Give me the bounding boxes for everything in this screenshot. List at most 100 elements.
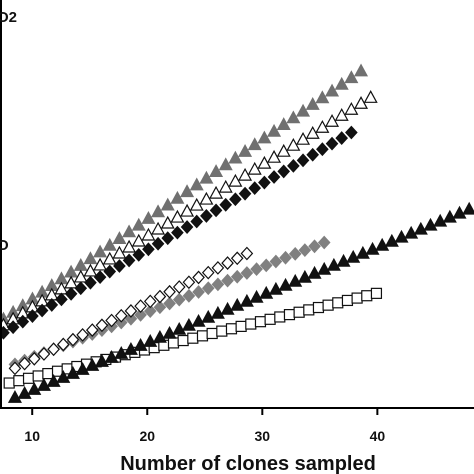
data-point (370, 287, 383, 299)
data-point (259, 285, 274, 299)
data-point (269, 254, 283, 269)
data-point (268, 281, 283, 295)
data-point (189, 177, 204, 191)
data-point (22, 372, 35, 384)
data-point (114, 308, 128, 323)
data-point (206, 327, 218, 340)
data-point (134, 299, 147, 314)
data-point (228, 150, 243, 164)
data-point (278, 277, 293, 291)
data-point (113, 259, 126, 273)
data-point (85, 323, 99, 337)
data-point (361, 290, 373, 302)
data-point (254, 316, 267, 328)
data-point (230, 251, 244, 266)
data-point (192, 285, 205, 299)
data-point (344, 70, 359, 84)
data-point (279, 250, 292, 265)
data-point (211, 260, 225, 275)
data-point (235, 320, 247, 333)
data-point (152, 329, 167, 343)
x-tick-label: 30 (255, 428, 271, 444)
data-point (64, 264, 79, 278)
data-point (307, 265, 322, 279)
data-point (32, 370, 44, 382)
data-point (103, 264, 117, 279)
data-point (18, 356, 31, 371)
data-point (37, 347, 51, 361)
data-point (332, 297, 344, 309)
data-point (172, 292, 186, 307)
data-point (114, 345, 129, 359)
data-point (325, 83, 340, 97)
data-point (225, 323, 238, 335)
data-point (55, 292, 68, 307)
data-point (85, 357, 100, 371)
data-point (151, 204, 166, 218)
data-point (247, 137, 262, 151)
data-point (221, 273, 234, 288)
data-point (177, 334, 189, 347)
data-point (293, 306, 305, 318)
data-point (229, 192, 242, 207)
data-point (3, 377, 15, 389)
data-point (56, 370, 71, 383)
data-point (199, 170, 214, 184)
series-1 (0, 90, 378, 331)
data-point (141, 211, 156, 224)
data-point (122, 253, 136, 268)
data-point (191, 313, 206, 327)
data-point (163, 296, 176, 311)
data-point (160, 197, 175, 211)
data-point (384, 233, 399, 247)
data-point (46, 374, 61, 387)
series-2 (0, 125, 358, 340)
data-point (276, 117, 291, 131)
data-point (124, 304, 138, 318)
data-point (218, 157, 233, 171)
edge-label-top: O2 (0, 9, 17, 26)
data-point (190, 214, 204, 229)
data-point (112, 231, 127, 245)
data-point (433, 213, 448, 227)
data-point (131, 217, 146, 231)
series-6 (7, 201, 474, 403)
data-point (17, 386, 32, 399)
data-point (182, 275, 196, 290)
data-point (209, 203, 223, 218)
data-point (16, 314, 30, 329)
data-point (296, 153, 310, 168)
data-point (423, 217, 438, 231)
data-point (394, 229, 409, 243)
data-point (413, 221, 428, 235)
data-point (122, 224, 137, 238)
data-point (297, 269, 312, 283)
data-point (196, 330, 209, 342)
data-point (305, 97, 320, 110)
x-tick-label: 40 (370, 428, 386, 444)
data-point (452, 205, 467, 219)
data-point (363, 90, 378, 103)
edge-label-middle: O (0, 237, 9, 254)
data-point (375, 237, 390, 251)
data-point (201, 265, 215, 280)
data-point (201, 309, 216, 323)
data-point (248, 181, 262, 196)
data-point (161, 231, 175, 246)
data-point (211, 277, 225, 292)
data-point (326, 257, 341, 271)
data-point (219, 197, 233, 212)
data-point (250, 262, 263, 277)
data-point (132, 247, 146, 262)
data-point (258, 175, 271, 190)
data-point (142, 242, 155, 257)
data-point (8, 361, 22, 376)
data-point (334, 76, 349, 90)
data-point (335, 131, 349, 145)
data-point (240, 266, 254, 280)
data-point (42, 367, 54, 380)
data-point (0, 325, 10, 340)
data-point (298, 243, 312, 258)
data-point (171, 225, 184, 240)
